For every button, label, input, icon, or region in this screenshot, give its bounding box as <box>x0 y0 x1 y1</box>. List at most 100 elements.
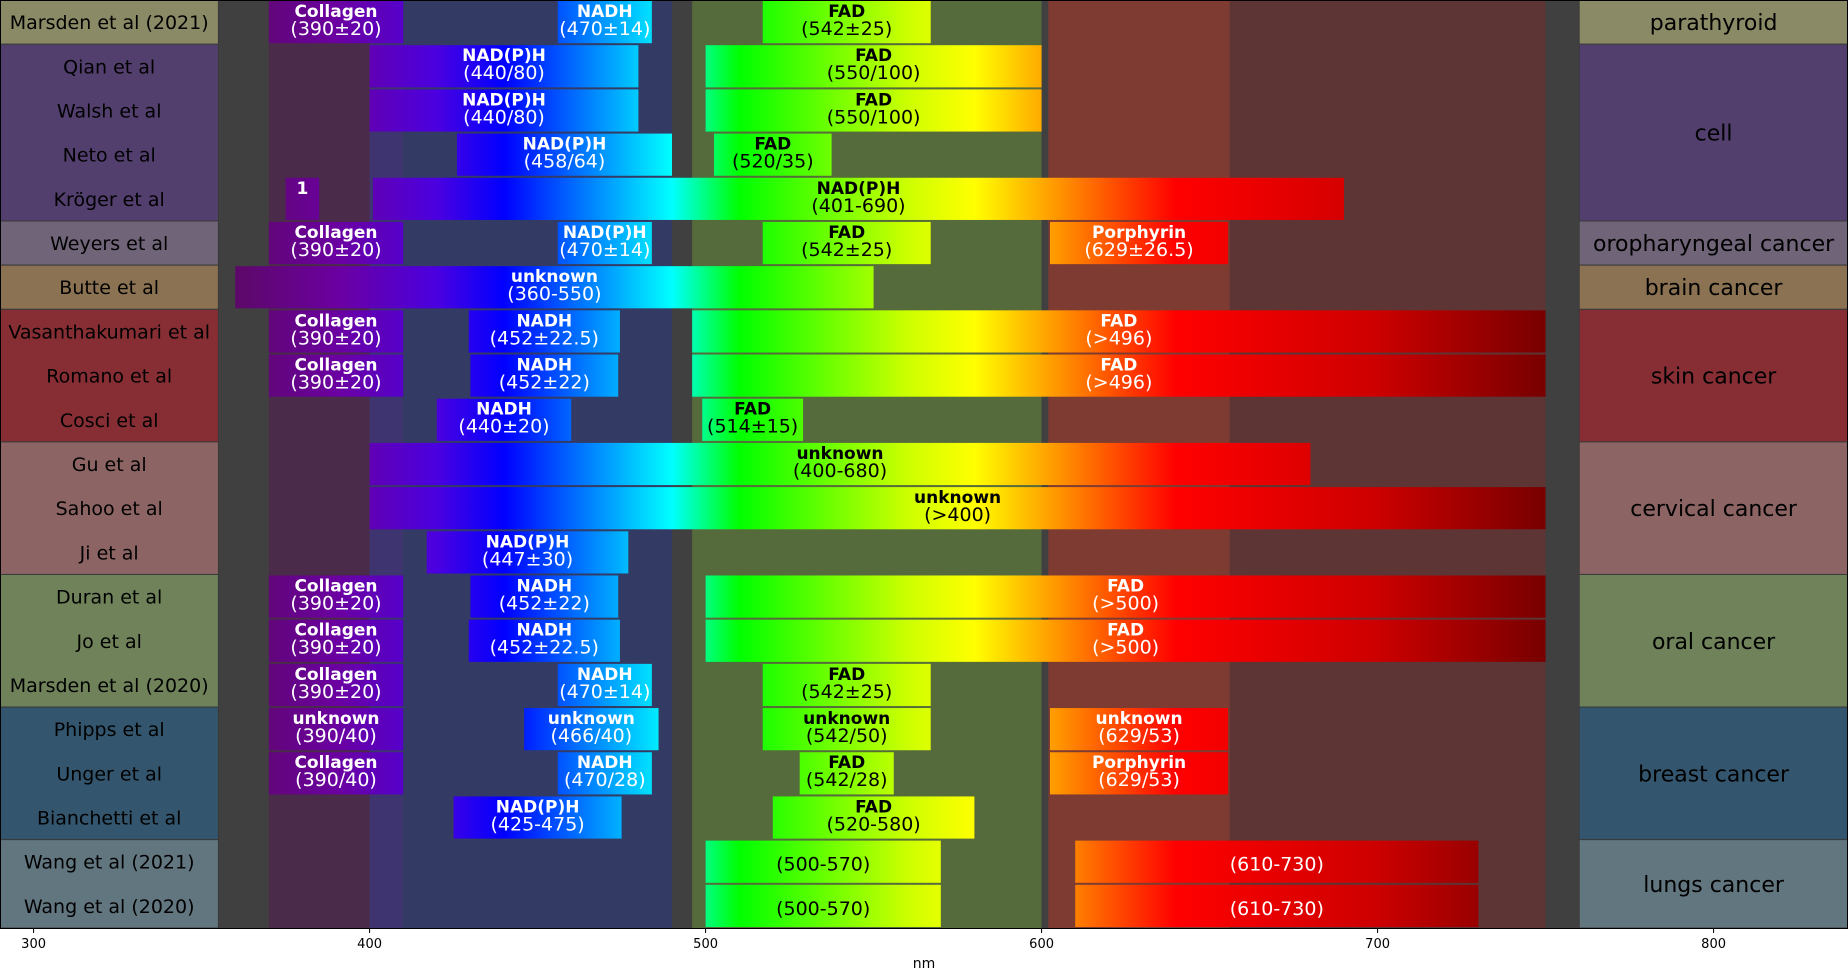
x-tick-label: 800 <box>1701 937 1726 952</box>
emission-bar-name: FAD <box>828 665 865 685</box>
study-label: Ji et al <box>79 542 139 564</box>
emission-bar-rect <box>268 221 404 265</box>
emission-bar-name: NADH <box>516 356 572 376</box>
emission-bar: FAD(542±25) <box>762 1 931 44</box>
emission-bar-name: 1 <box>296 179 308 199</box>
emission-bar: NAD(P)H(470±14) <box>557 221 652 265</box>
emission-bar-name: FAD <box>1107 621 1144 641</box>
category-label: breast cancer <box>1638 762 1790 787</box>
emission-bar-rect <box>268 619 404 662</box>
emission-bar-rect <box>692 310 1546 353</box>
study-label: Kröger et al <box>54 189 165 211</box>
emission-bar-rect <box>557 752 652 795</box>
emission-bar-range: (>496) <box>1085 372 1152 394</box>
study-group-background <box>0 0 219 45</box>
emission-bar-name: Collagen <box>294 311 377 331</box>
emission-bar-rect <box>235 266 874 309</box>
category-background <box>1578 264 1848 310</box>
emission-bar-rect <box>426 531 629 574</box>
emission-bar-name: unknown <box>1095 709 1182 729</box>
emission-bar: FAD(514±15) <box>702 398 804 441</box>
emission-bar-rect <box>557 663 652 707</box>
emission-bar: Collagen(390±20) <box>268 354 404 397</box>
emission-bar-range: (542±25) <box>801 681 892 703</box>
emission-bar-range: (>400) <box>924 504 991 526</box>
emission-bar-range: (390±20) <box>290 239 381 261</box>
category-background <box>1578 43 1848 222</box>
emission-bar-name: Collagen <box>294 753 377 773</box>
emission-bar-range: (542/28) <box>806 769 888 791</box>
emission-bar: Collagen(390±20) <box>268 1 404 44</box>
emission-bar: unknown(466/40) <box>524 708 659 751</box>
emission-bar-name: NAD(P)H <box>486 532 570 552</box>
emission-bar: (610-730) <box>1075 884 1479 927</box>
emission-bar: (610-730) <box>1075 840 1479 883</box>
emission-bar-range: (500-570) <box>776 898 870 920</box>
emission-bar-range: (542±25) <box>801 239 892 261</box>
emission-bar-range: (452±22) <box>499 372 590 394</box>
study-label: Duran et al <box>56 587 162 609</box>
emission-bar-rect <box>468 619 620 662</box>
emission-bar-rect <box>702 398 804 441</box>
study-label: Wang et al (2021) <box>24 852 195 874</box>
emission-bar: FAD(550/100) <box>705 45 1042 88</box>
study-group-background <box>0 220 219 266</box>
emission-bar-range: (629±26.5) <box>1084 239 1193 261</box>
study-label: Sahoo et al <box>56 498 163 520</box>
category-label: oral cancer <box>1652 630 1776 655</box>
background-region <box>218 0 269 928</box>
emission-bar: NAD(P)H(458/64) <box>456 133 672 176</box>
category-label: cell <box>1695 122 1733 147</box>
category-background <box>1578 308 1848 443</box>
emission-bar-range: (542±25) <box>801 18 892 40</box>
emission-bar-name: Collagen <box>294 621 377 641</box>
study-label: Butte et al <box>59 277 159 299</box>
emission-bar-rect <box>705 619 1546 662</box>
emission-bar: FAD(542±25) <box>762 663 931 707</box>
emission-bar-name: FAD <box>1100 311 1137 331</box>
emission-bar-range: (400-680) <box>793 460 887 482</box>
study-label: Vasanthakumari et al <box>8 321 210 343</box>
emission-bar-range: (470±14) <box>559 681 650 703</box>
emission-bar: unknown(629/53) <box>1050 708 1229 751</box>
emission-bar: NAD(P)H(425-475) <box>453 796 622 839</box>
emission-bar: unknown(390/40) <box>268 708 404 751</box>
emission-bar-range: (550/100) <box>827 62 921 84</box>
emission-bar-name: Collagen <box>294 223 377 243</box>
emission-bar-rect <box>468 310 620 353</box>
emission-bar-range: (610-730) <box>1230 898 1324 920</box>
emission-bar: NADH(452±22) <box>470 575 619 618</box>
emission-bar: unknown(360-550) <box>235 266 874 309</box>
emission-bar: Collagen(390±20) <box>268 310 404 353</box>
emission-bar-range: (440/80) <box>463 62 545 84</box>
emission-bar: Collagen(390±20) <box>268 619 404 662</box>
emission-bar-rect <box>705 884 941 927</box>
emission-bar-rect <box>705 89 1042 132</box>
emission-bar-name: NAD(P)H <box>563 223 647 243</box>
emission-bar: NAD(P)H(440/80) <box>369 45 639 88</box>
study-group-background <box>0 839 219 929</box>
emission-bar-range: (629/53) <box>1098 725 1180 747</box>
emission-bar-name: unknown <box>292 709 379 729</box>
emission-bar-range: (520/35) <box>732 151 814 173</box>
emission-bar-range: (470±14) <box>559 18 650 40</box>
category-background <box>1578 706 1848 841</box>
emission-bar: (500-570) <box>705 884 941 927</box>
emission-bar-name: Collagen <box>294 356 377 376</box>
study-label: Weyers et al <box>50 233 168 255</box>
emission-bar-rect <box>705 45 1042 88</box>
emission-bar: NADH(440±20) <box>436 398 572 441</box>
emission-bar-rect <box>1050 708 1229 751</box>
emission-bar: Collagen(390±20) <box>268 575 404 618</box>
emission-bar-range: (390±20) <box>290 681 381 703</box>
emission-bar-rect <box>557 1 652 44</box>
study-label: Bianchetti et al <box>37 808 182 830</box>
x-tick-label: 500 <box>693 937 718 952</box>
emission-bar-name: FAD <box>828 753 865 773</box>
emission-bar-name: NAD(P)H <box>462 90 546 110</box>
emission-bar: NADH(452±22.5) <box>468 310 620 353</box>
category-label: lungs cancer <box>1643 873 1785 898</box>
emission-bar-range: (440/80) <box>463 106 545 128</box>
study-group-background <box>0 43 219 222</box>
emission-bar-range: (401-690) <box>811 195 905 217</box>
